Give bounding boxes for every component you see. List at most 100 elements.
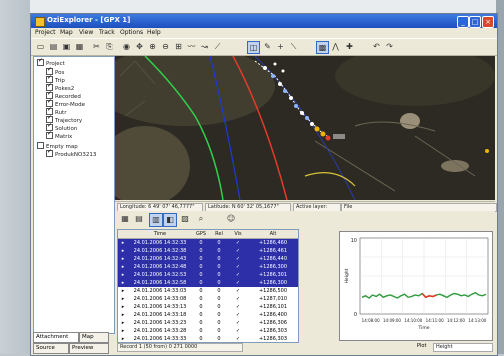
table-row[interactable]: ▸ 24.01.2006 14:33:18 0 0 ✓ +1286,400 (118, 311, 298, 319)
blue-route[interactable] (209, 56, 241, 200)
track-points[interactable] (263, 62, 331, 141)
plot-select[interactable]: Height (433, 343, 493, 352)
grid-icon[interactable]: ▥ (149, 213, 163, 227)
table-row[interactable]: ▸ 24.01.2006 14:32:53 0 0 ✓ +1286,301 (118, 271, 298, 279)
table-row[interactable]: ▸ 24.01.2006 14:32:43 0 0 ✓ +1286,440 (118, 255, 298, 263)
red-route[interactable] (232, 56, 288, 200)
menu-help[interactable]: Help (147, 29, 161, 36)
column-header[interactable]: Rel (210, 230, 229, 239)
route-icon[interactable]: ↝ (201, 42, 208, 51)
desktop-right (496, 0, 504, 354)
new-icon[interactable]: ▭ (36, 42, 45, 51)
zoom-fit-icon[interactable]: ⊞ (175, 42, 182, 51)
table-cell-time: 24.01.2006 14:33:18 (133, 312, 187, 318)
split-view-icon[interactable]: ◧ (163, 213, 177, 227)
table-cell-time: 24.01.2006 14:33:13 (133, 304, 187, 310)
table-icon[interactable]: ▤ (135, 214, 143, 223)
print-icon[interactable]: ▦ (75, 42, 84, 51)
zoom-in-icon[interactable]: ⊕ (149, 42, 156, 51)
tree-item[interactable]: Project (37, 57, 65, 67)
menu-track[interactable]: Track (99, 29, 115, 36)
tree-item[interactable]: Matrix (46, 130, 72, 140)
track-table[interactable]: Time GPS Rel Vis Alt ▸ 24.01.2006 14:32:3… (117, 229, 299, 343)
print-icon[interactable]: ▦ (121, 214, 129, 223)
tab-preview[interactable]: Preview (69, 343, 109, 354)
tree-item[interactable]: ProdukNO3213 (46, 148, 96, 158)
record-status: Record 1 (50 from) 0 271 0000 (117, 343, 243, 352)
add-point-icon[interactable]: + (277, 42, 284, 51)
waypoint-icon[interactable]: ✚ (346, 42, 353, 51)
chart-icon[interactable]: ▨ (181, 214, 189, 223)
table-cell-time: 24.01.2006 14:33:08 (133, 296, 187, 302)
redo-icon[interactable]: ↷ (386, 42, 393, 51)
person-icon[interactable]: ☺ (226, 214, 236, 223)
table-cell-rel: 0 (217, 256, 221, 262)
table-cell-rel: 0 (217, 240, 221, 246)
layers-icon[interactable]: ▩ (316, 41, 329, 54)
close-button[interactable]: × (482, 16, 494, 28)
map-view[interactable] (115, 56, 495, 200)
table-row[interactable]: ▸ 24.01.2006 14:33:03 0 0 ✓ +1286,500 (118, 287, 298, 295)
search-icon[interactable]: ⌕ (198, 214, 204, 223)
checkbox[interactable] (46, 148, 53, 157)
tree-item-label: Trip (55, 78, 65, 84)
project-tree[interactable]: Project Pos Trip Pokes2 Recorded Error-M… (33, 56, 115, 334)
measure-icon[interactable]: ⟋ (214, 42, 221, 51)
table-row[interactable]: ▸ 24.01.2006 14:33:28 0 0 ✓ +1286,303 (118, 327, 298, 335)
save-icon[interactable]: ▣ (62, 42, 71, 51)
table-row[interactable]: ▸ 24.01.2006 14:33:23 0 0 ✓ +1286,306 (118, 319, 298, 327)
cut-icon[interactable]: ✂ (93, 42, 100, 51)
column-header[interactable]: Time (128, 230, 193, 239)
tree-item[interactable]: Empty map (37, 142, 78, 150)
copy-icon[interactable]: ⎘ (106, 42, 113, 51)
tab-map[interactable]: Map (79, 332, 109, 343)
map-canvas[interactable] (115, 56, 495, 200)
pencil-icon[interactable]: ✎ (264, 42, 271, 51)
table-cell-rel: 0 (217, 296, 221, 302)
track-icon[interactable]: 〰 (187, 42, 196, 51)
table-cell-vis: ✓ (235, 336, 241, 342)
table-cell-time: 24.01.2006 14:32:38 (133, 248, 187, 254)
table-cell-vis: ✓ (235, 280, 241, 286)
pan-icon[interactable]: ✥ (136, 42, 143, 51)
table-row[interactable]: ▸ 24.01.2006 14:33:08 0 0 ✓ +1287,010 (118, 295, 298, 303)
select-icon[interactable]: ◫ (247, 41, 260, 54)
row-marker: ▸ (121, 256, 125, 262)
checkbox[interactable] (46, 130, 53, 139)
maximize-button[interactable]: □ (469, 16, 481, 28)
table-row[interactable]: ▸ 24.01.2006 14:32:38 0 0 ✓ +1286,461 (118, 247, 298, 255)
column-header[interactable]: Vis (228, 230, 249, 239)
x-axis-label: Time (417, 325, 429, 331)
zoom-out-icon[interactable]: ⊖ (162, 42, 169, 51)
line-tool-icon[interactable]: ⟍ (290, 42, 297, 51)
undo-icon[interactable]: ↶ (373, 42, 380, 51)
menu-project[interactable]: Project (35, 29, 56, 36)
x-tick-label: 14:08:00 (362, 318, 380, 323)
minimize-button[interactable]: _ (457, 16, 469, 28)
column-header[interactable]: Alt (248, 230, 298, 239)
menu-options[interactable]: Options (120, 29, 144, 36)
table-cell-time: 24.01.2006 14:32:33 (133, 240, 187, 246)
checkbox[interactable] (37, 142, 44, 149)
row-marker: ▸ (121, 312, 125, 318)
coordinate-statusbar: Longitude: 6 49' 07' 46,7777" Latitude: … (115, 201, 497, 212)
menu-map[interactable]: Map (60, 29, 73, 36)
table-row[interactable]: ▸ 24.01.2006 14:32:48 0 0 ✓ +1286,300 (118, 263, 298, 271)
tab-attachment[interactable]: Attachment (33, 332, 79, 343)
table-row[interactable]: ▸ 24.01.2006 14:33:33 0 0 ✓ +1286,303 (118, 335, 298, 342)
tab-source[interactable]: Source (33, 343, 69, 354)
table-cell-alt: +1286,440 (258, 256, 288, 262)
green-route[interactable] (144, 56, 224, 200)
menu-view[interactable]: View (79, 29, 94, 36)
table-row[interactable]: ▸ 24.01.2006 14:32:33 0 0 ✓ +1286,460 (118, 239, 298, 247)
table-cell-alt: +1286,101 (258, 304, 288, 310)
table-row[interactable]: ▸ 24.01.2006 14:32:58 0 0 ✓ +1286,300 (118, 279, 298, 287)
globe-icon[interactable]: ◉ (123, 42, 130, 51)
checkbox[interactable] (37, 57, 44, 66)
tripod-icon[interactable]: ⋀ (332, 42, 339, 51)
column-header[interactable]: GPS (192, 230, 211, 239)
open-icon[interactable]: ▤ (49, 42, 58, 51)
selected-segment-line (421, 292, 437, 299)
table-row[interactable]: ▸ 24.01.2006 14:33:13 0 0 ✓ +1286,101 (118, 303, 298, 311)
height-chart[interactable]: 10 0 Height 14:08:00 14:09:00 14:10:00 14:11:0… (339, 231, 493, 341)
